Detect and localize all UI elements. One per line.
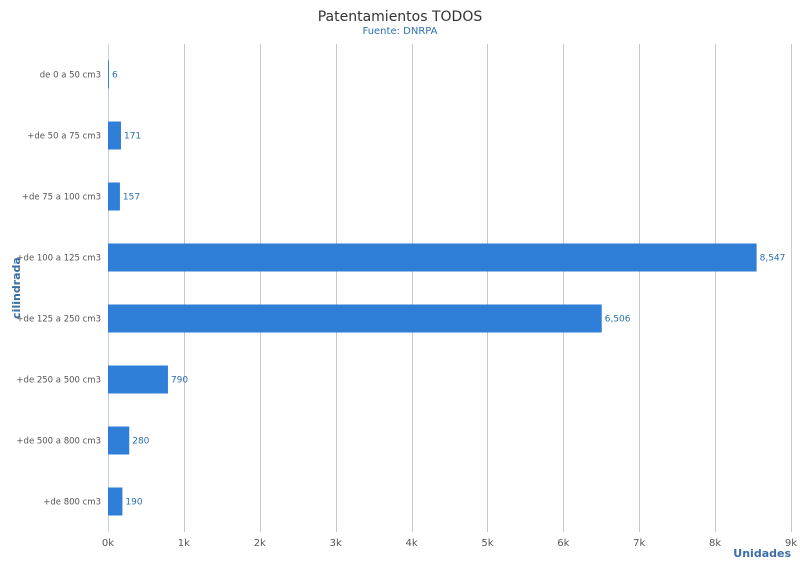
y-axis-title: cilindrada	[10, 257, 23, 319]
data-label: 157	[123, 193, 140, 203]
x-tick-label: 4k	[405, 538, 417, 549]
chart-subtitle: Fuente: DNRPA	[362, 26, 437, 37]
category-label: +de 125 a 250 cm3	[16, 315, 101, 325]
data-label: 6	[112, 71, 118, 81]
category-label: +de 250 a 500 cm3	[16, 376, 101, 386]
category-label: de 0 a 50 cm3	[40, 71, 101, 81]
bar	[108, 243, 757, 272]
x-tick-label: 5k	[481, 538, 493, 549]
data-label: 190	[125, 498, 142, 508]
bars	[108, 60, 757, 516]
x-tick-label: 0k	[102, 538, 114, 549]
x-tick-label: 2k	[254, 538, 266, 549]
x-tick-label: 1k	[178, 538, 190, 549]
data-label: 8,547	[760, 254, 786, 264]
category-label: +de 800 cm3	[43, 498, 101, 508]
category-label: +de 50 a 75 cm3	[27, 132, 101, 142]
x-tick-label: 9k	[785, 538, 797, 549]
category-label: +de 500 a 800 cm3	[16, 437, 101, 447]
category-label: +de 75 a 100 cm3	[22, 193, 101, 203]
bar	[108, 365, 168, 394]
bar	[108, 182, 120, 211]
bar	[108, 121, 121, 150]
x-tick-label: 3k	[330, 538, 342, 549]
x-axis-title: Unidades	[733, 547, 791, 560]
bar	[108, 487, 123, 516]
bar	[108, 304, 602, 333]
category-labels: de 0 a 50 cm3 +de 50 a 75 cm3 +de 75 a 100…	[16, 71, 101, 508]
x-tick-label: 8k	[709, 538, 721, 549]
data-label: 171	[124, 132, 141, 142]
x-tick-label: 6k	[557, 538, 569, 549]
data-label: 6,506	[605, 315, 631, 325]
grid-lines	[108, 44, 792, 532]
data-label: 790	[171, 376, 188, 386]
bar	[108, 426, 130, 455]
chart-title: Patentamientos TODOS	[318, 9, 483, 25]
x-tick-labels: 0k 1k 2k 3k 4k 5k 6k 7k 8k 9k	[102, 538, 797, 549]
category-label: +de 100 a 125 cm3	[16, 254, 101, 264]
data-label: 280	[132, 437, 149, 447]
data-labels: 6 171 157 8,547 6,506 790 280 190	[112, 71, 785, 508]
x-tick-label: 7k	[633, 538, 645, 549]
bar	[108, 60, 109, 89]
